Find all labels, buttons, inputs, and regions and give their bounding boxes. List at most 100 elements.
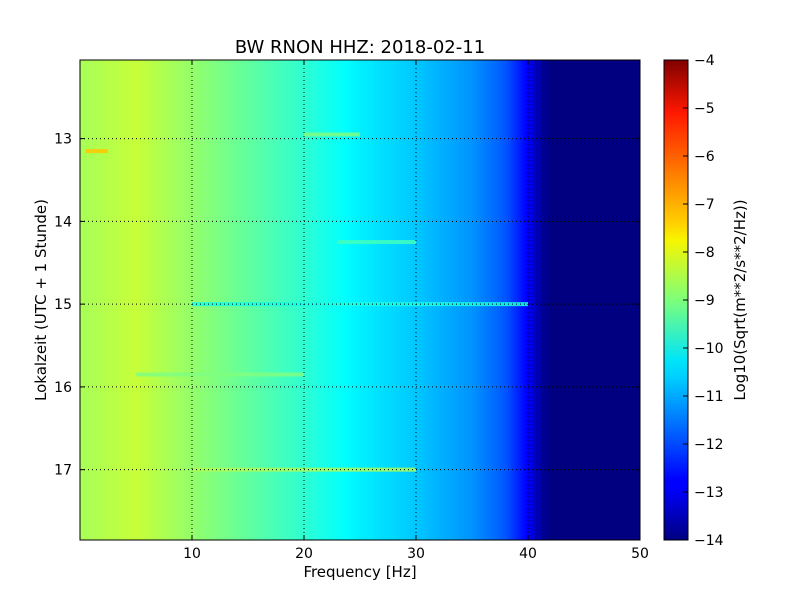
spectrogram-column	[603, 60, 607, 540]
spectrogram-column	[550, 60, 554, 540]
spectrogram-column	[612, 60, 616, 540]
y-axis-title: Lokalzeit (UTC + 1 Stunde)	[32, 199, 50, 401]
spectrogram-streak	[304, 132, 360, 137]
spectrogram-column	[340, 60, 344, 540]
spectrogram-column	[572, 60, 577, 540]
spectrogram-column	[228, 60, 232, 540]
spectrogram-column	[136, 60, 140, 540]
spectrogram-column	[320, 60, 325, 540]
spectrogram-column	[80, 60, 84, 540]
spectrogram-column	[144, 60, 148, 540]
spectrogram-column	[376, 60, 381, 540]
spectrogram-column	[494, 60, 498, 540]
spectrogram-column	[211, 60, 215, 540]
spectrogram-column	[542, 60, 546, 540]
spectrogram-column	[306, 60, 311, 540]
spectrogram-column	[281, 60, 285, 540]
spectrogram-column	[455, 60, 459, 540]
spectrogram-column	[186, 60, 190, 540]
spectrogram-column	[273, 60, 277, 540]
spectrogram-column	[634, 60, 638, 540]
spectrogram-column	[113, 60, 117, 540]
spectrogram-column	[105, 60, 109, 540]
spectrogram-column	[463, 60, 467, 540]
spectrogram-column	[158, 60, 162, 540]
chart-title: BW RNON HHZ: 2018-02-11	[235, 37, 485, 58]
spectrogram-column	[522, 60, 526, 540]
spectrogram-column	[519, 60, 523, 540]
spectrogram-streak	[136, 372, 304, 377]
spectrogram-column	[225, 60, 229, 540]
spectrogram-streak	[85, 149, 108, 154]
spectrogram-column	[500, 60, 504, 540]
spectrogram-column	[413, 60, 417, 540]
spectrogram-column	[539, 60, 543, 540]
spectrogram-column	[466, 60, 470, 540]
spectrogram-column	[480, 60, 484, 540]
spectrogram-column	[404, 60, 409, 540]
spectrogram-column	[581, 60, 585, 540]
spectrogram-column	[421, 60, 425, 540]
spectrogram-column	[508, 60, 512, 540]
spectrogram-column	[329, 60, 333, 540]
spectrogram-column	[189, 60, 193, 540]
spectrogram-column	[432, 60, 437, 540]
spectrogram-column	[334, 60, 339, 540]
spectrogram-column	[444, 60, 448, 540]
spectrogram-column	[250, 60, 255, 540]
spectrogram-column	[402, 60, 406, 540]
colorbar-tick-label: −13	[694, 485, 724, 501]
spectrogram-column	[262, 60, 266, 540]
colorbar-tick-label: −7	[694, 197, 715, 213]
spectrogram-column	[119, 60, 123, 540]
colorbar-title: Log10(Sqrt(m**2/s**2/Hz))	[731, 199, 749, 400]
spectrogram-column	[595, 60, 599, 540]
x-tick-label: 20	[295, 546, 313, 562]
spectrogram-column	[192, 60, 196, 540]
spectrogram-column	[472, 60, 476, 540]
x-tick-label: 50	[631, 546, 649, 562]
spectrogram-column	[318, 60, 322, 540]
spectrogram-column	[354, 60, 358, 540]
spectrogram-column	[544, 60, 549, 540]
spectrogram-column	[598, 60, 602, 540]
spectrogram-column	[360, 60, 364, 540]
spectrogram-column	[365, 60, 369, 540]
spectrogram-column	[183, 60, 187, 540]
spectrogram-column	[536, 60, 540, 540]
spectrogram-column	[449, 60, 453, 540]
spectrogram-column	[351, 60, 355, 540]
spectrogram-column	[362, 60, 367, 540]
spectrogram-column	[368, 60, 372, 540]
spectrogram-column	[348, 60, 353, 540]
spectrogram-column	[304, 60, 308, 540]
spectrogram-column	[567, 60, 571, 540]
spectrogram-column	[418, 60, 423, 540]
spectrogram-column	[491, 60, 495, 540]
spectrogram-column	[385, 60, 389, 540]
spectrogram-column	[600, 60, 605, 540]
spectrogram-column	[586, 60, 591, 540]
spectrogram-column	[147, 60, 151, 540]
colorbar-tick-label: −8	[694, 245, 715, 261]
spectrogram-column	[424, 60, 428, 540]
x-tick-label: 10	[183, 546, 201, 562]
spectrogram-column	[592, 60, 596, 540]
spectrogram-column	[88, 60, 92, 540]
spectrogram-column	[379, 60, 383, 540]
spectrogram-column	[564, 60, 568, 540]
grid-lines	[80, 60, 640, 540]
spectrogram-column	[166, 60, 171, 540]
spectrogram-column	[584, 60, 588, 540]
spectrogram-column	[278, 60, 283, 540]
spectrogram-column	[371, 60, 375, 540]
spectrogram-column	[315, 60, 319, 540]
spectrogram-column	[396, 60, 400, 540]
spectrogram-column	[446, 60, 451, 540]
colorbar-tick-label: −6	[694, 149, 715, 165]
spectrogram-column	[530, 60, 535, 540]
spectrogram-column	[96, 60, 101, 540]
spectrogram-column	[553, 60, 557, 540]
spectrogram-column	[231, 60, 235, 540]
